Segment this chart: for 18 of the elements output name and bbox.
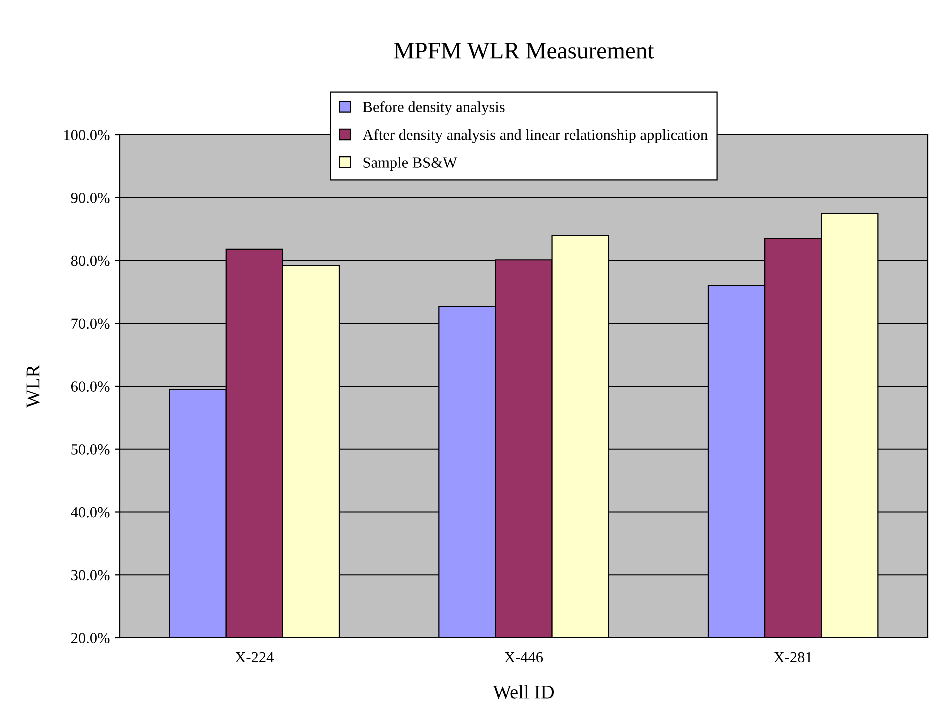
legend-label: After density analysis and linear relationship application: [362, 129, 708, 144]
chart-title: MPFM WLR Measurement: [394, 43, 654, 59]
y-tick-label: 30.0%: [72, 570, 110, 581]
y-tick-label: 70.0%: [72, 318, 110, 330]
y-tick-label: 80.0%: [71, 256, 110, 266]
y-tick-label: 50.0%: [72, 444, 110, 455]
y-tick-label: 100.0%: [64, 130, 110, 141]
y-axis-title: WLR: [26, 364, 40, 408]
legend-label: Sample BS&W: [364, 157, 458, 172]
y-tick-label: 90.0%: [71, 193, 110, 204]
x-tick-label: X-446: [504, 652, 544, 663]
y-tick-label: 40.0%: [71, 507, 110, 518]
legend-label: Before density analysis: [363, 102, 505, 116]
x-axis-title: Well ID: [493, 685, 554, 699]
x-tick-label: X-224: [235, 652, 274, 662]
x-tick-label: X-281: [774, 652, 812, 663]
y-tick-label: 60.0%: [71, 382, 110, 392]
y-tick-label: 20.0%: [71, 633, 110, 644]
